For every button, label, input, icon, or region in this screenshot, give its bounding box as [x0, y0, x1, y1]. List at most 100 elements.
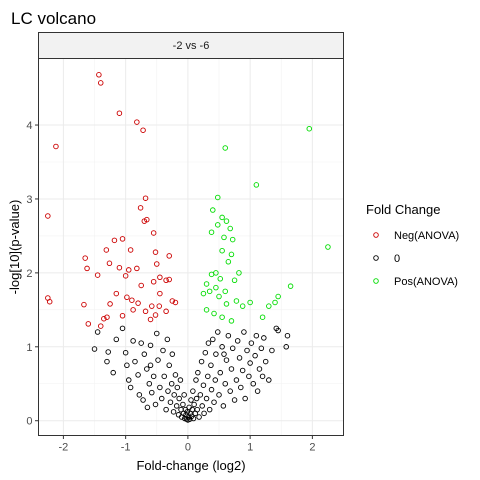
data-point [212, 377, 219, 383]
data-point [147, 342, 154, 349]
data-point [101, 315, 107, 322]
data-point [223, 301, 230, 307]
data-point [130, 307, 136, 313]
data-point [252, 352, 258, 359]
data-point [122, 349, 129, 356]
data-point [250, 381, 256, 387]
legend-label: Pos(ANOVA) [394, 276, 458, 288]
data-point [147, 316, 154, 323]
series-0 [45, 72, 179, 329]
data-point [165, 388, 171, 394]
data-point [180, 401, 186, 408]
legend-label: 0 [394, 253, 400, 265]
data-point [138, 340, 144, 346]
data-point [247, 360, 253, 366]
data-point [163, 277, 169, 284]
data-point [170, 409, 177, 415]
data-point [45, 213, 51, 219]
data-point [132, 358, 138, 365]
legend-key [373, 255, 379, 261]
data-point [96, 72, 102, 78]
plot-panel [38, 58, 344, 436]
data-point [198, 358, 205, 365]
data-point [190, 388, 196, 394]
data-point [225, 259, 232, 265]
data-point [127, 247, 134, 253]
data-point [82, 255, 88, 261]
data-point [134, 119, 140, 125]
data-point [97, 80, 104, 86]
data-point [225, 332, 232, 339]
legend-item: Neg(ANOVA) [373, 230, 459, 242]
data-point [171, 392, 177, 398]
data-point [211, 310, 217, 317]
series-1 [91, 325, 291, 423]
data-point [215, 194, 221, 201]
data-point [210, 336, 216, 343]
data-point [266, 303, 272, 309]
data-point [140, 127, 146, 133]
data-point [211, 399, 217, 405]
data-point [236, 355, 243, 361]
data-point [169, 351, 176, 357]
data-point [116, 264, 123, 271]
data-point [239, 367, 246, 374]
data-point [217, 369, 224, 376]
data-point [122, 273, 129, 279]
data-point [163, 308, 169, 315]
data-point [172, 299, 179, 306]
data-point [219, 344, 225, 350]
data-point [166, 362, 172, 369]
data-point [200, 290, 207, 297]
data-point [188, 397, 194, 403]
data-point [202, 349, 209, 356]
data-point [152, 249, 159, 255]
data-point [229, 345, 236, 352]
chart-title: LC volcano [11, 9, 96, 28]
data-point [206, 288, 213, 295]
data-point [84, 265, 90, 272]
data-point [210, 207, 216, 213]
data-point [242, 395, 248, 402]
panel-border [38, 58, 344, 436]
data-point [124, 362, 130, 369]
data-point [275, 327, 281, 334]
data-point [213, 284, 219, 291]
data-point [228, 251, 235, 258]
data-point [184, 409, 191, 415]
series-2 [200, 125, 331, 324]
data-point [141, 351, 148, 357]
data-point [137, 205, 144, 211]
data-point [203, 281, 210, 287]
data-point [219, 214, 225, 221]
data-point [110, 369, 116, 376]
data-point [208, 386, 215, 393]
data-point [167, 399, 174, 405]
data-point [256, 366, 263, 372]
data-point [231, 397, 238, 403]
data-point [147, 362, 154, 369]
data-point [216, 293, 222, 300]
data-point [195, 369, 201, 376]
data-point [152, 401, 159, 408]
data-point [275, 293, 281, 300]
x-tick-label: 1 [247, 442, 253, 454]
data-point [200, 382, 207, 388]
data-point [103, 247, 110, 253]
x-axis-title: Fold-change (log2) [136, 458, 245, 473]
x-tick-label: 0 [185, 442, 191, 454]
data-point [215, 222, 221, 228]
data-point [261, 335, 267, 341]
data-point [215, 329, 221, 335]
data-point [241, 329, 247, 335]
data-point [141, 218, 148, 224]
data-point [163, 406, 169, 413]
data-point [221, 234, 227, 241]
data-point [142, 308, 149, 315]
data-point [325, 244, 331, 250]
grid-lines [38, 58, 344, 436]
data-point [199, 403, 205, 409]
data-point [244, 347, 250, 354]
data-point [253, 332, 260, 339]
